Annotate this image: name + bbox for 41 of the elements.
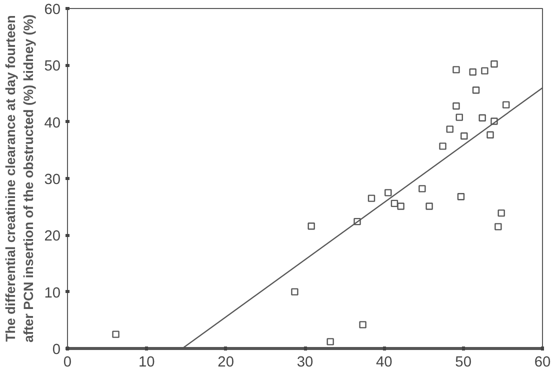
x-tick-label: 20 bbox=[218, 354, 234, 369]
point bbox=[308, 222, 315, 230]
x-tick-label: 0 bbox=[63, 354, 72, 369]
point bbox=[502, 101, 510, 108]
point bbox=[457, 193, 465, 200]
y-axis-title: The differential creatinine clearance at day fourteen after PCN insertion of the obstructed (%) kidney (%) bbox=[3, 14, 36, 343]
point bbox=[472, 86, 480, 94]
point bbox=[452, 102, 460, 110]
x-tick-label: 30 bbox=[296, 354, 314, 369]
x-tick-label: 10 bbox=[138, 354, 155, 369]
point bbox=[397, 202, 404, 210]
y-tick-label: 50 bbox=[44, 58, 61, 75]
y-tick-label: 0 bbox=[52, 342, 61, 358]
x-tick-label: 60 bbox=[534, 354, 551, 369]
point bbox=[426, 202, 433, 210]
point bbox=[368, 194, 376, 202]
y-tick-label: 30 bbox=[44, 172, 61, 188]
point bbox=[439, 142, 446, 150]
point bbox=[112, 330, 120, 338]
x-tick-label: 40 bbox=[376, 354, 392, 369]
y-tick-label: 40 bbox=[44, 115, 61, 132]
point bbox=[452, 66, 460, 74]
point bbox=[456, 114, 463, 121]
y-tick-label: 60 bbox=[44, 2, 61, 18]
point bbox=[498, 209, 505, 217]
point bbox=[326, 338, 334, 346]
point bbox=[460, 132, 468, 140]
y-tick-label: 20 bbox=[44, 228, 61, 245]
y-tick-label: 10 bbox=[44, 285, 61, 302]
point bbox=[481, 67, 488, 74]
point bbox=[359, 321, 366, 328]
point bbox=[494, 223, 502, 230]
point bbox=[291, 288, 298, 296]
point bbox=[478, 114, 486, 122]
x-tick-label: 50 bbox=[455, 354, 472, 369]
point bbox=[490, 60, 498, 68]
point bbox=[469, 68, 476, 76]
point bbox=[446, 126, 454, 133]
point bbox=[418, 185, 426, 192]
point bbox=[384, 189, 392, 196]
point bbox=[486, 131, 494, 138]
